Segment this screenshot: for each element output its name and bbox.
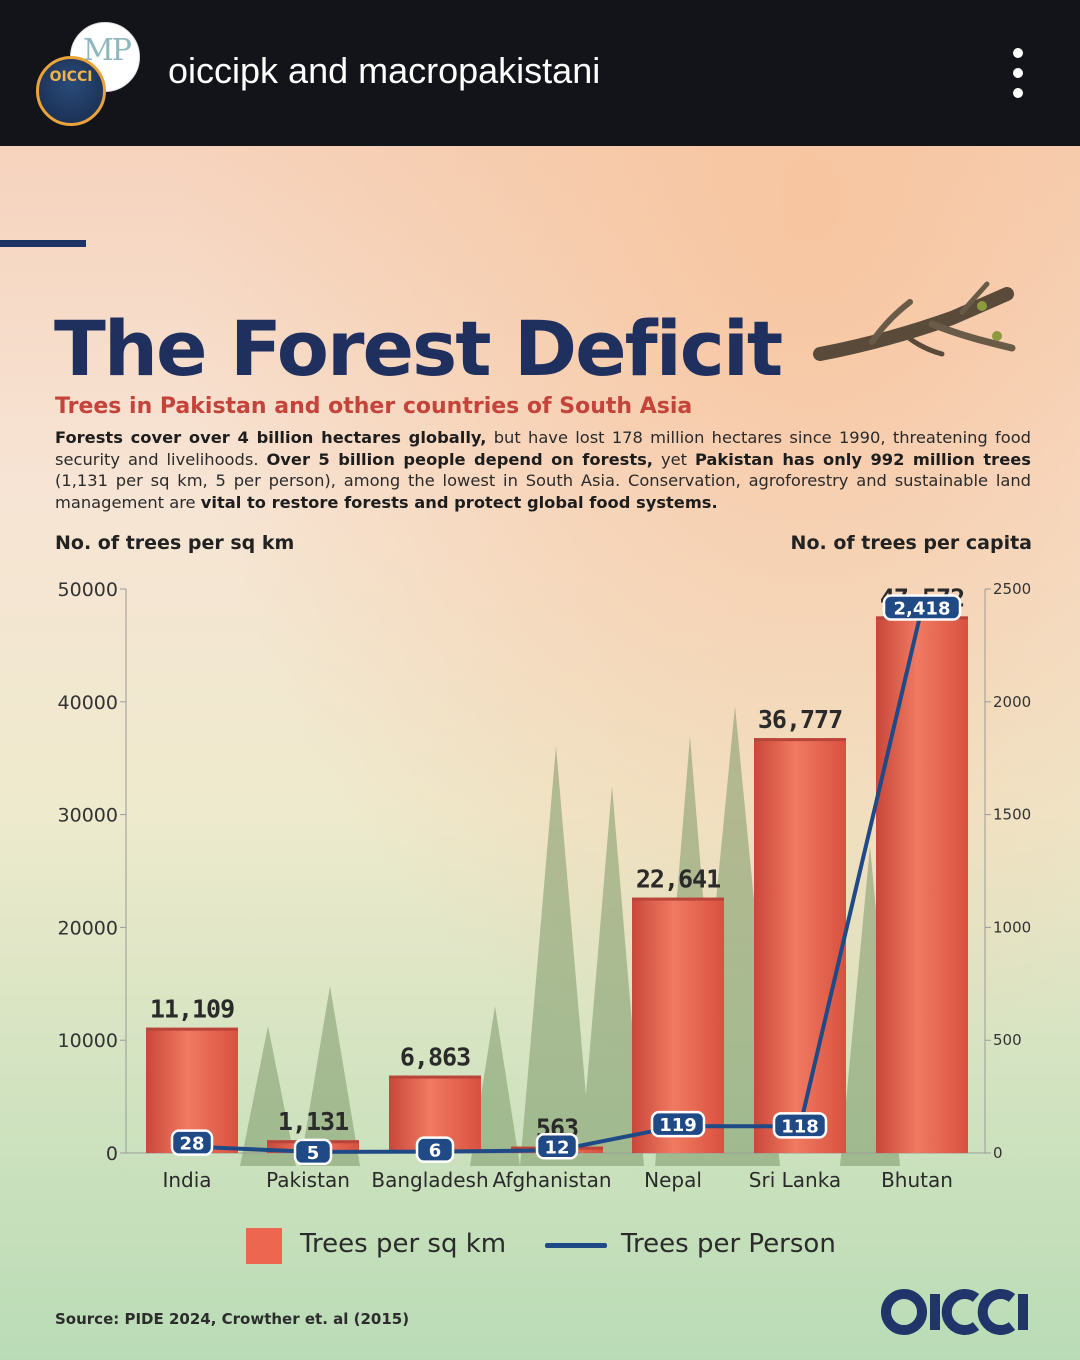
accent-line bbox=[0, 240, 86, 247]
line-point-label: 119 bbox=[659, 1115, 697, 1136]
description-run: Pakistan has only 992 million trees bbox=[694, 449, 1031, 469]
right-axis-title: No. of trees per capita bbox=[790, 532, 1032, 554]
line-point-badge bbox=[170, 1129, 214, 1156]
category-label: Sri Lanka bbox=[749, 1168, 841, 1192]
more-vertical-icon[interactable] bbox=[1000, 48, 1036, 98]
post-header: MP OICCI oiccipk and macropakistani bbox=[0, 0, 1080, 146]
infographic-poster: The Forest Deficit Trees in Pakistan and… bbox=[0, 146, 1080, 1360]
poster-title: The Forest Deficit bbox=[54, 304, 783, 393]
right-tick-label: 2500 bbox=[993, 580, 1031, 598]
bar-value-label: 22,641 bbox=[636, 865, 720, 894]
bar-bhutan bbox=[876, 616, 968, 1153]
description-run: (1,131 per sq km, 5 per person), among t… bbox=[55, 471, 1031, 512]
bar-top-edge bbox=[389, 1075, 481, 1079]
line-point-badge bbox=[535, 1133, 579, 1160]
bar-top-edge bbox=[146, 1027, 238, 1031]
right-tick-label: 1000 bbox=[993, 918, 1031, 936]
tree-density-chart: 0 10000 20000 30000 40000 50000 0 500 1000 1500 20… bbox=[58, 579, 1032, 1192]
description-run: yet bbox=[653, 449, 695, 469]
category-label: Nepal bbox=[644, 1168, 702, 1192]
legend-line-label: Trees per Person bbox=[621, 1229, 836, 1259]
line-point-label: 2,418 bbox=[894, 598, 951, 619]
line-point-badge bbox=[650, 1110, 706, 1138]
oiccipk-avatar[interactable]: OICCI bbox=[36, 56, 106, 126]
bar-sri-lanka bbox=[754, 738, 846, 1153]
bar-nepal bbox=[632, 897, 724, 1153]
dead-branch-image bbox=[813, 281, 1016, 361]
line-point-label: 6 bbox=[429, 1141, 442, 1162]
oiccipk-avatar-text: OICCI bbox=[49, 69, 93, 85]
right-tick-label: 0 bbox=[993, 1144, 1003, 1162]
category-label: Afghanistan bbox=[492, 1168, 611, 1192]
left-tick-label: 0 bbox=[106, 1143, 118, 1165]
account-name[interactable]: oiccipk and macropakistani bbox=[168, 50, 601, 91]
line-point-label: 28 bbox=[179, 1134, 204, 1155]
left-axis-title: No. of trees per sq km bbox=[55, 532, 295, 554]
right-tick-label: 2000 bbox=[993, 693, 1031, 711]
legend-bar-label: Trees per sq km bbox=[300, 1229, 507, 1259]
legend-bar-swatch bbox=[246, 1228, 282, 1264]
category-label: India bbox=[162, 1168, 211, 1192]
category-label: Bangladesh bbox=[371, 1168, 488, 1192]
oicci-logo bbox=[880, 1284, 1030, 1353]
description-run: Over 5 billion people depend on forests, bbox=[266, 449, 653, 469]
bar-value-label: 36,777 bbox=[758, 705, 842, 734]
line-point-label: 118 bbox=[781, 1116, 819, 1137]
bar-top-edge bbox=[632, 897, 724, 901]
bar-value-label: 6,863 bbox=[400, 1043, 470, 1072]
bar-value-label: 11,109 bbox=[150, 995, 234, 1024]
legend-line-swatch bbox=[545, 1243, 607, 1248]
line-point-badge bbox=[882, 594, 962, 621]
left-tick-label: 10000 bbox=[58, 1030, 118, 1052]
source-note: Source: PIDE 2024, Crowther et. al (2015… bbox=[55, 1310, 410, 1328]
left-tick-label: 40000 bbox=[58, 692, 118, 714]
description-run: vital to restore forests and protect glo… bbox=[200, 492, 718, 512]
line-point-badge bbox=[293, 1138, 333, 1166]
poster-description: Forests cover over 4 billion hectares gl… bbox=[55, 427, 1031, 513]
left-tick-label: 30000 bbox=[58, 805, 118, 827]
bar-top-edge bbox=[754, 738, 846, 742]
left-tick-label: 20000 bbox=[58, 917, 118, 939]
right-tick-label: 1500 bbox=[993, 806, 1031, 824]
bar-value-label: 1,131 bbox=[278, 1107, 348, 1136]
description-run: but have lost 178 million hectares since… bbox=[55, 428, 1031, 469]
line-point-badge bbox=[772, 1112, 828, 1139]
description-run: Forests cover over 4 billion hectares gl… bbox=[55, 428, 487, 447]
line-point-badge bbox=[415, 1136, 455, 1163]
line-point-label: 12 bbox=[544, 1137, 569, 1158]
right-tick-label: 500 bbox=[993, 1031, 1022, 1049]
left-tick-label: 50000 bbox=[58, 579, 118, 601]
category-label: Bhutan bbox=[881, 1168, 953, 1192]
line-point-label: 5 bbox=[307, 1143, 320, 1164]
category-label: Pakistan bbox=[266, 1168, 350, 1192]
poster-subtitle: Trees in Pakistan and other countries of… bbox=[55, 394, 693, 419]
